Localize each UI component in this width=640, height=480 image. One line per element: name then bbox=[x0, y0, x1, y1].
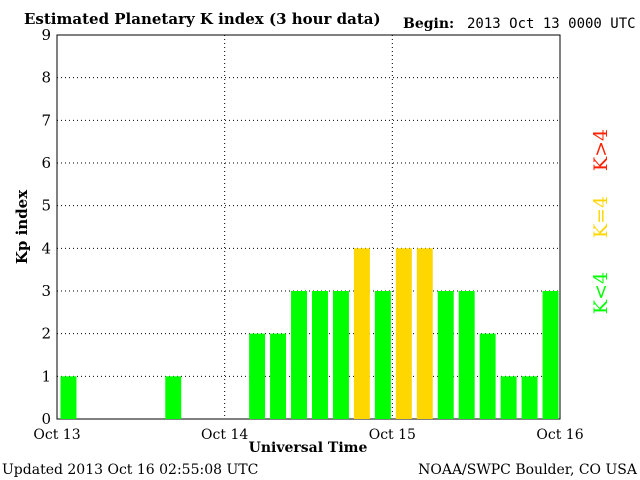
kp-bar bbox=[500, 376, 517, 419]
kp-bar bbox=[291, 291, 307, 419]
y-tick-label: 4 bbox=[41, 239, 51, 257]
x-tick-label: Oct 13 bbox=[33, 427, 80, 443]
grid-lines bbox=[57, 35, 560, 419]
kp-bar bbox=[165, 376, 182, 419]
kp-bar bbox=[270, 333, 287, 419]
y-axis-label: Kp index bbox=[13, 189, 31, 264]
begin-value: 2013 Oct 13 0000 UTC bbox=[467, 16, 636, 32]
kp-bar bbox=[416, 248, 433, 419]
x-tick-label: Oct 14 bbox=[201, 427, 248, 443]
y-tick-label: 1 bbox=[41, 367, 51, 385]
kp-bar bbox=[312, 291, 328, 419]
kp-bar bbox=[353, 248, 370, 419]
x-tick-label: Oct 16 bbox=[536, 427, 583, 443]
bars bbox=[60, 248, 559, 419]
y-tick-label: 2 bbox=[41, 325, 51, 343]
y-tick-label: 7 bbox=[41, 111, 51, 129]
kp-bar bbox=[458, 291, 475, 419]
legend-k-above-4: K>4 bbox=[590, 129, 612, 171]
kp-bar bbox=[521, 376, 538, 419]
data-source: NOAA/SWPC Boulder, CO USA bbox=[418, 462, 638, 478]
kp-bar bbox=[249, 333, 266, 419]
y-tick-labels: 0 1 2 3 4 5 6 7 8 9 bbox=[41, 26, 51, 428]
x-tick-label: Oct 15 bbox=[369, 427, 416, 443]
kp-bar bbox=[60, 376, 77, 419]
y-tick-label: 9 bbox=[41, 26, 51, 44]
legend-k-equal-4: K=4 bbox=[590, 196, 612, 238]
kp-bar bbox=[395, 248, 412, 419]
legend-k-below-4: K<4 bbox=[590, 272, 612, 314]
kp-bar bbox=[332, 291, 349, 419]
begin-label: Begin: bbox=[403, 16, 454, 32]
x-axis-label: Universal Time bbox=[249, 440, 368, 456]
plot-frame bbox=[56, 34, 561, 420]
x-tick-labels: Oct 13 Oct 14 Oct 15 Oct 16 bbox=[33, 427, 583, 443]
chart-title: Estimated Planetary K index (3 hour data… bbox=[24, 10, 381, 28]
y-tick-label: 0 bbox=[41, 410, 51, 428]
y-tick-label: 3 bbox=[41, 282, 51, 300]
y-tick-label: 5 bbox=[41, 197, 51, 215]
kp-bar bbox=[374, 291, 391, 419]
y-tick-label: 6 bbox=[41, 154, 51, 172]
y-tick-label: 8 bbox=[41, 69, 51, 87]
updated-timestamp: Updated 2013 Oct 16 02:55:08 UTC bbox=[2, 462, 258, 478]
kp-bar bbox=[437, 291, 454, 419]
kp-bar bbox=[542, 291, 559, 419]
kp-bar bbox=[479, 333, 496, 419]
